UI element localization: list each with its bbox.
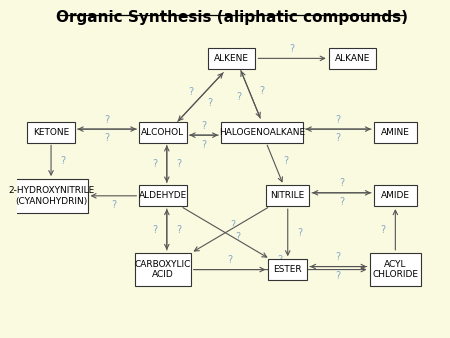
Text: 2-HYDROXYNITRILE
(CYANOHYDRIN): 2-HYDROXYNITRILE (CYANOHYDRIN) — [8, 186, 94, 206]
FancyBboxPatch shape — [268, 259, 307, 280]
Text: ?: ? — [230, 220, 235, 230]
Text: ?: ? — [260, 87, 265, 96]
FancyBboxPatch shape — [139, 186, 187, 206]
Text: ESTER: ESTER — [274, 265, 302, 274]
Text: AMIDE: AMIDE — [381, 191, 410, 200]
Text: ?: ? — [339, 197, 344, 207]
Text: ?: ? — [111, 200, 116, 210]
Text: KETONE: KETONE — [33, 128, 69, 137]
Text: NITRILE: NITRILE — [270, 191, 305, 200]
Text: Organic Synthesis (aliphatic compounds): Organic Synthesis (aliphatic compounds) — [56, 10, 408, 25]
Text: AMINE: AMINE — [381, 128, 410, 137]
Text: ?: ? — [278, 255, 283, 265]
Text: ?: ? — [104, 134, 109, 144]
FancyBboxPatch shape — [27, 122, 75, 143]
FancyBboxPatch shape — [374, 186, 417, 206]
Text: ?: ? — [201, 121, 207, 131]
Text: ALKENE: ALKENE — [214, 54, 249, 63]
Text: ?: ? — [152, 224, 158, 235]
Text: ?: ? — [336, 115, 341, 125]
FancyBboxPatch shape — [328, 48, 376, 69]
Text: CARBOXYLIC
ACID: CARBOXYLIC ACID — [135, 260, 191, 279]
Text: ALKANE: ALKANE — [335, 54, 370, 63]
Text: ?: ? — [201, 140, 207, 149]
Text: ?: ? — [284, 156, 289, 166]
FancyBboxPatch shape — [208, 48, 256, 69]
FancyBboxPatch shape — [14, 179, 88, 213]
Text: ?: ? — [336, 134, 341, 144]
Text: ?: ? — [188, 87, 194, 97]
Text: ?: ? — [237, 92, 242, 102]
FancyBboxPatch shape — [374, 122, 417, 143]
Text: ?: ? — [176, 159, 181, 169]
Text: ?: ? — [235, 232, 240, 242]
Text: ?: ? — [336, 252, 341, 262]
FancyBboxPatch shape — [135, 253, 191, 286]
Text: ALDEHYDE: ALDEHYDE — [139, 191, 187, 200]
Text: ?: ? — [289, 44, 295, 54]
Text: ?: ? — [208, 98, 213, 107]
Text: ?: ? — [381, 224, 386, 235]
FancyBboxPatch shape — [266, 186, 309, 206]
Text: ?: ? — [61, 156, 66, 166]
FancyBboxPatch shape — [139, 122, 187, 143]
Text: ALCOHOL: ALCOHOL — [141, 128, 184, 137]
Text: ACYL
CHLORIDE: ACYL CHLORIDE — [372, 260, 418, 279]
Text: ?: ? — [339, 178, 344, 188]
Text: ?: ? — [336, 271, 341, 281]
FancyBboxPatch shape — [221, 122, 303, 143]
FancyBboxPatch shape — [369, 253, 421, 286]
Text: ?: ? — [227, 255, 232, 265]
Text: HALOGENOALKANE: HALOGENOALKANE — [219, 128, 305, 137]
Text: ?: ? — [152, 159, 158, 169]
Text: ?: ? — [297, 228, 302, 238]
Text: ?: ? — [104, 115, 109, 125]
Text: ?: ? — [176, 224, 181, 235]
